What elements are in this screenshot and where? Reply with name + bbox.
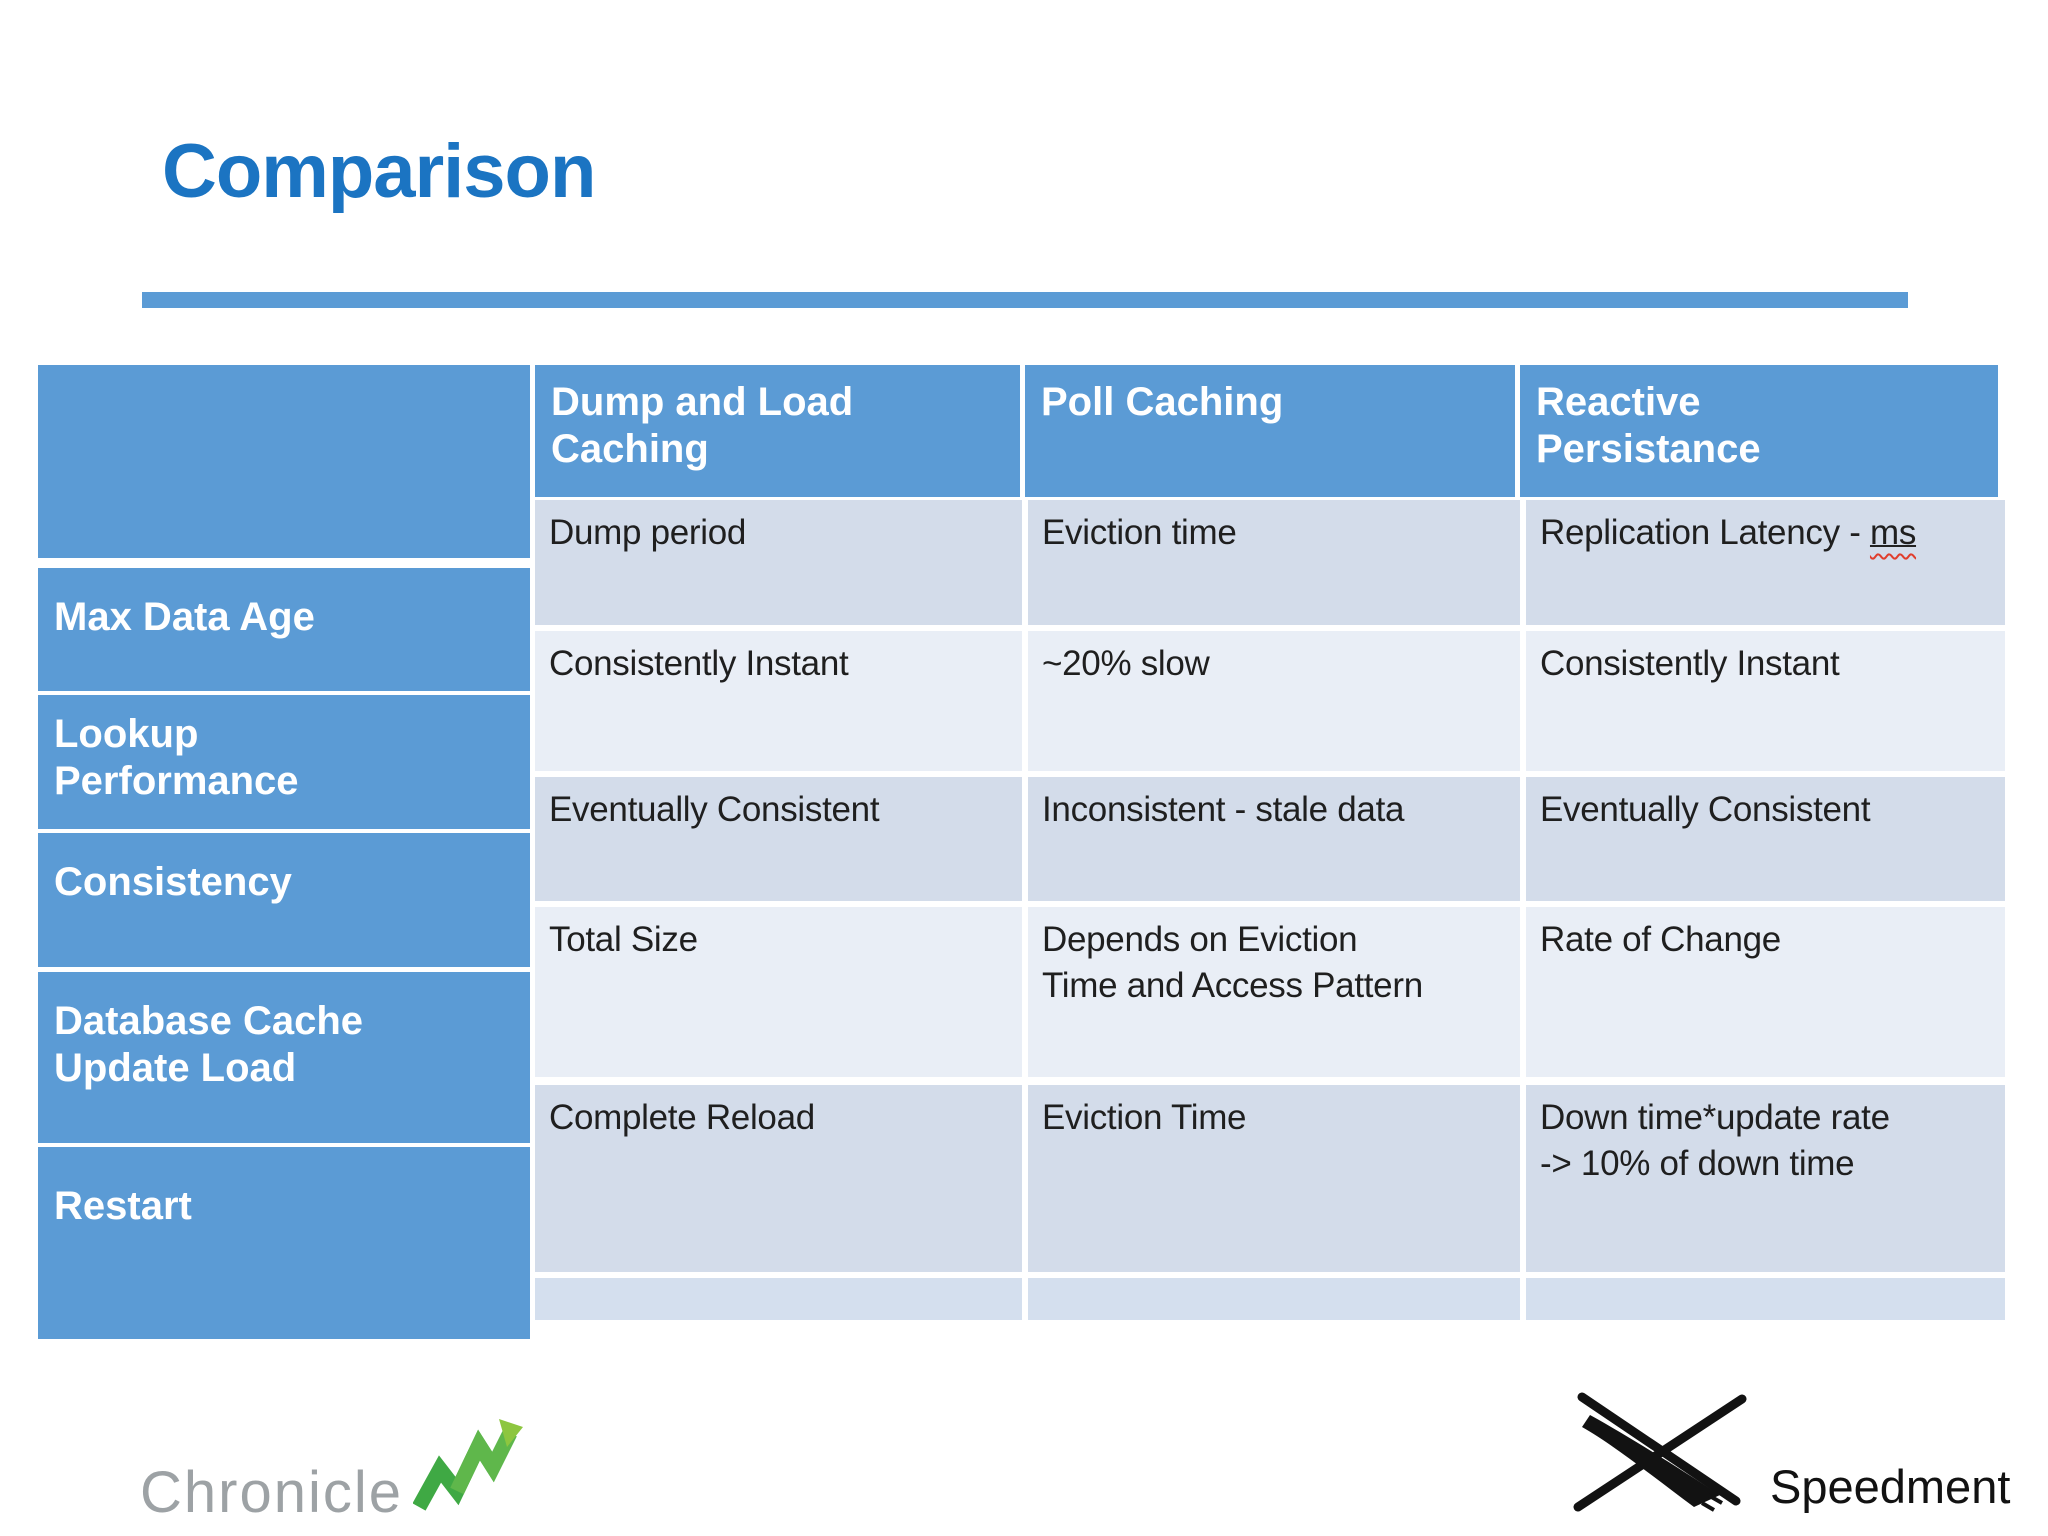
cell-lookup-poll-caching: ~20% slow xyxy=(1028,631,1520,771)
cell-max-data-age-reactive: Replication Latency - ms xyxy=(1526,500,2005,625)
row-label-lookup-performance: Lookup Performance xyxy=(38,695,530,829)
cell-restart-dump-and-load: Complete Reload xyxy=(535,1085,1022,1272)
cell-consistency-poll-caching: Inconsistent - stale data xyxy=(1028,777,1520,901)
cell-restart-reactive: Down time*update rate -> 10% of down tim… xyxy=(1526,1085,2005,1272)
chronicle-logo-text: Chronicle xyxy=(140,1460,403,1525)
speedment-x-icon xyxy=(1568,1383,1768,1520)
cell-lookup-reactive: Consistently Instant xyxy=(1526,631,2005,771)
empty-row-cell xyxy=(1526,1278,2005,1320)
page-title: Comparison xyxy=(162,129,596,214)
chronicle-zigzag-arrow-icon xyxy=(412,1417,523,1518)
cell-lookup-dump-and-load: Consistently Instant xyxy=(535,631,1022,771)
speedment-logo-text: Speedment xyxy=(1770,1460,2011,1513)
cell-restart-poll-caching: Eviction Time xyxy=(1028,1085,1520,1272)
empty-row-cell xyxy=(535,1278,1022,1320)
spellcheck-underline: ms xyxy=(1870,513,1916,552)
row-label-max-data-age: Max Data Age xyxy=(38,568,530,691)
row-label-restart: Restart xyxy=(38,1147,530,1339)
column-header-poll-caching: Poll Caching xyxy=(1025,365,1515,497)
empty-row-cell xyxy=(1028,1278,1520,1320)
cell-consistency-dump-and-load: Eventually Consistent xyxy=(535,777,1022,901)
cell-update-load-poll-caching: Depends on Eviction Time and Access Patt… xyxy=(1028,907,1520,1077)
cell-update-load-reactive: Rate of Change xyxy=(1526,907,2005,1077)
chronicle-logo: Chronicle xyxy=(140,1419,523,1525)
cell-update-load-dump-and-load: Total Size xyxy=(535,907,1022,1077)
cell-consistency-reactive: Eventually Consistent xyxy=(1526,777,2005,901)
column-header-dump-and-load: Dump and Load Caching xyxy=(535,365,1020,497)
title-underline-bar xyxy=(142,292,1908,308)
cell-max-data-age-poll-caching: Eviction time xyxy=(1028,500,1520,625)
table-corner-cell xyxy=(38,365,530,558)
column-header-reactive-persistance: Reactive Persistance xyxy=(1520,365,1998,497)
row-label-consistency: Consistency xyxy=(38,833,530,967)
spellchecked-word: ms xyxy=(1869,513,1917,552)
cell-max-data-age-dump-and-load: Dump period xyxy=(535,500,1022,625)
row-label-database-cache-update-load: Database Cache Update Load xyxy=(38,972,530,1143)
cell-text: Replication Latency - xyxy=(1540,513,1870,552)
speedment-logo: Speedment xyxy=(1568,1388,2010,1520)
